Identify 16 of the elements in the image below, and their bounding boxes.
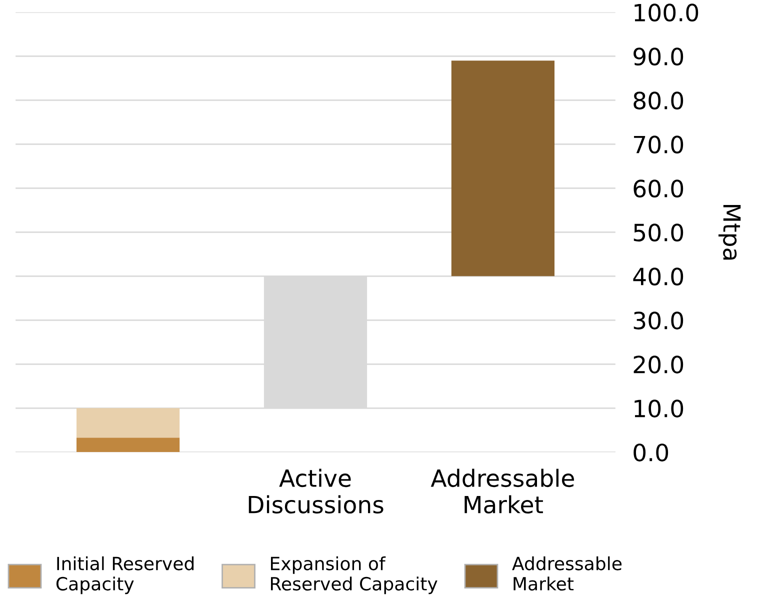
y-tick-label: 10.0 — [634, 400, 684, 418]
y-tick-label: 80.0 — [634, 92, 684, 110]
legend-label: Addressable Market — [512, 556, 622, 591]
y-tick-label: 70.0 — [634, 136, 684, 154]
y-tick-label: 60.0 — [634, 180, 684, 198]
y-tick-label: 30.0 — [634, 312, 684, 330]
y-tick-label: 20.0 — [634, 356, 684, 374]
y-tick-label: 100.0 — [634, 4, 698, 22]
y-tick-label: 90.0 — [634, 48, 684, 66]
x-tick-label: Active Discussions — [248, 468, 384, 514]
legend-label: Initial Reserved Capacity — [56, 556, 194, 594]
y-axis-title: Mtpa — [718, 204, 741, 260]
y-tick-label: 50.0 — [634, 224, 684, 242]
y-tick-label: 0.0 — [634, 444, 668, 462]
legend-label: Expansion of Reserved Capacity — [270, 556, 438, 594]
y-tick-label: 40.0 — [633, 268, 684, 286]
